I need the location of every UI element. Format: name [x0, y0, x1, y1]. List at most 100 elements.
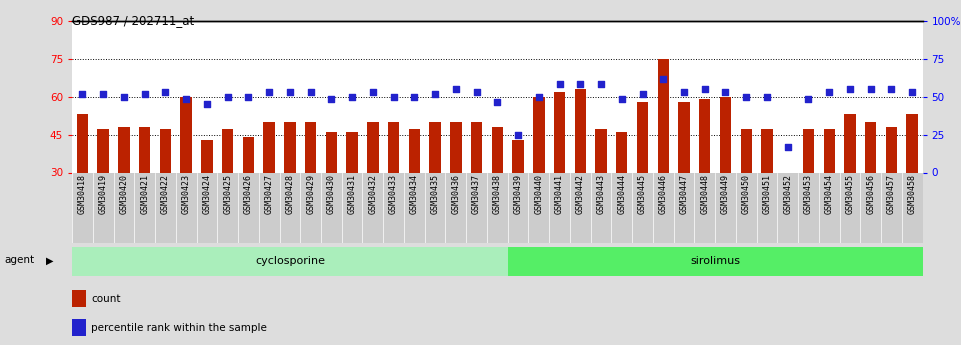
Point — [718, 89, 733, 94]
Bar — [139, 127, 150, 248]
Point — [407, 94, 422, 99]
Point — [469, 89, 484, 94]
Text: GSM30442: GSM30442 — [576, 174, 585, 214]
Point — [365, 89, 381, 94]
Point — [137, 91, 153, 97]
Point — [552, 81, 567, 87]
Bar — [637, 102, 649, 248]
Point — [240, 94, 256, 99]
Point — [697, 86, 712, 92]
Point — [780, 145, 796, 150]
Bar — [782, 172, 794, 248]
Text: GSM30431: GSM30431 — [348, 174, 357, 214]
Bar — [284, 122, 296, 248]
Text: cyclosporine: cyclosporine — [255, 256, 325, 266]
Point — [75, 91, 90, 97]
Text: GSM30428: GSM30428 — [285, 174, 294, 214]
Text: GSM30449: GSM30449 — [721, 174, 730, 214]
FancyBboxPatch shape — [72, 247, 507, 276]
Text: GSM30458: GSM30458 — [908, 174, 917, 214]
Bar — [554, 91, 565, 248]
Text: GSM30438: GSM30438 — [493, 174, 502, 214]
Text: sirolimus: sirolimus — [690, 256, 740, 266]
Point — [510, 132, 526, 137]
Text: GSM30443: GSM30443 — [597, 174, 605, 214]
Bar — [97, 129, 109, 248]
Bar — [595, 129, 606, 248]
Point — [95, 91, 111, 97]
Bar — [430, 122, 441, 248]
Bar — [346, 132, 357, 248]
Point — [344, 94, 359, 99]
Text: GSM30419: GSM30419 — [99, 174, 108, 214]
Text: GSM30432: GSM30432 — [368, 174, 378, 214]
Bar — [845, 114, 855, 248]
Point — [904, 89, 920, 94]
Point — [677, 89, 692, 94]
Bar — [802, 129, 814, 248]
Bar — [263, 122, 275, 248]
Text: GSM30434: GSM30434 — [409, 174, 419, 214]
Text: agent: agent — [5, 256, 35, 265]
Bar — [512, 140, 524, 248]
Bar — [906, 114, 918, 248]
Bar — [657, 59, 669, 248]
Point — [614, 96, 629, 102]
Point — [116, 94, 132, 99]
Text: GSM30422: GSM30422 — [160, 174, 170, 214]
Bar — [575, 89, 586, 248]
Bar — [699, 99, 710, 248]
Bar — [243, 137, 254, 248]
Text: GSM30450: GSM30450 — [742, 174, 751, 214]
Bar — [408, 129, 420, 248]
Point — [884, 86, 899, 92]
Text: GSM30436: GSM30436 — [452, 174, 460, 214]
Text: GSM30445: GSM30445 — [638, 174, 647, 214]
Text: percentile rank within the sample: percentile rank within the sample — [91, 323, 267, 333]
Point — [490, 99, 505, 105]
Text: GSM30424: GSM30424 — [203, 174, 211, 214]
Bar — [720, 97, 731, 248]
Bar — [678, 102, 690, 248]
Text: GSM30455: GSM30455 — [846, 174, 854, 214]
Text: GSM30452: GSM30452 — [783, 174, 792, 214]
Bar — [160, 129, 171, 248]
Text: GSM30429: GSM30429 — [307, 174, 315, 214]
Point — [261, 89, 277, 94]
Bar — [222, 129, 234, 248]
Bar — [326, 132, 337, 248]
Point — [822, 89, 837, 94]
Bar — [533, 97, 545, 248]
Text: GSM30426: GSM30426 — [244, 174, 253, 214]
Bar — [616, 132, 628, 248]
Text: GSM30425: GSM30425 — [223, 174, 233, 214]
Bar — [305, 122, 316, 248]
Text: count: count — [91, 294, 121, 304]
Text: GSM30451: GSM30451 — [762, 174, 772, 214]
Point — [863, 86, 878, 92]
Bar — [72, 290, 86, 307]
Text: GSM30453: GSM30453 — [804, 174, 813, 214]
Text: GSM30420: GSM30420 — [119, 174, 129, 214]
Point — [801, 96, 816, 102]
Text: GSM30446: GSM30446 — [659, 174, 668, 214]
Text: GSM30435: GSM30435 — [431, 174, 439, 214]
Bar — [450, 122, 461, 248]
Point — [531, 94, 547, 99]
Text: GSM30440: GSM30440 — [534, 174, 543, 214]
Bar — [181, 97, 192, 248]
Bar — [77, 114, 88, 248]
Point — [593, 81, 608, 87]
Point — [220, 94, 235, 99]
Text: GSM30454: GSM30454 — [825, 174, 834, 214]
Point — [179, 96, 194, 102]
Bar — [824, 129, 835, 248]
Bar — [367, 122, 379, 248]
Text: GSM30421: GSM30421 — [140, 174, 149, 214]
Text: GSM30430: GSM30430 — [327, 174, 335, 214]
FancyBboxPatch shape — [507, 247, 923, 276]
Point — [386, 94, 402, 99]
Point — [303, 89, 318, 94]
Text: GSM30448: GSM30448 — [701, 174, 709, 214]
Point — [158, 89, 173, 94]
